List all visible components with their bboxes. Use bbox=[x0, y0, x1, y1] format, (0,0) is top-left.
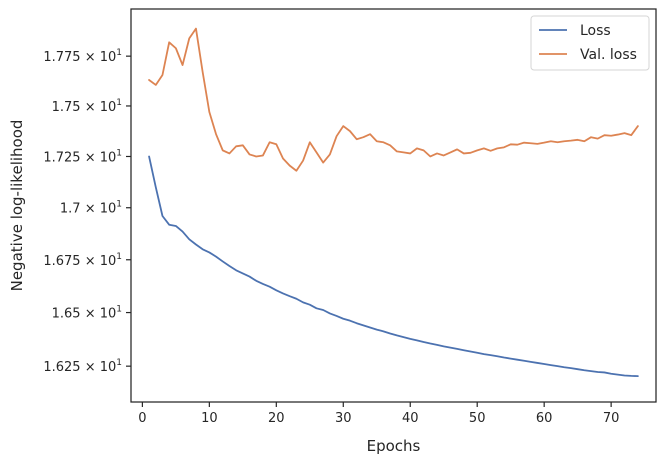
x-axis-ticks: 0 10 20 30 40 50 60 70 bbox=[138, 402, 619, 426]
legend: Loss Val. loss bbox=[530, 15, 650, 71]
y-tick-label: 1.675 × 101 bbox=[43, 252, 122, 269]
x-tick-label: 10 bbox=[201, 411, 218, 426]
x-axis-label: Epochs bbox=[367, 437, 421, 455]
x-tick-label: 50 bbox=[469, 411, 486, 426]
legend-label-val-loss: Val. loss bbox=[580, 47, 637, 63]
y-axis-ticks: 1.625 × 101 1.65 × 101 1.675 × 101 1.7 × 10… bbox=[43, 48, 131, 375]
y-tick-label: 1.725 × 101 bbox=[43, 148, 122, 165]
x-tick-label: 70 bbox=[603, 411, 620, 426]
x-tick-label: 20 bbox=[268, 411, 285, 426]
y-tick-label: 1.75 × 101 bbox=[52, 98, 122, 115]
y-tick-label: 1.625 × 101 bbox=[43, 358, 122, 375]
x-tick-label: 30 bbox=[335, 411, 352, 426]
y-tick-label: 1.775 × 101 bbox=[43, 48, 122, 65]
x-tick-label: 0 bbox=[138, 411, 146, 426]
y-axis-label: Negative log-likelihood bbox=[8, 120, 26, 292]
y-tick-label: 1.7 × 101 bbox=[60, 200, 122, 217]
series-line-val-loss bbox=[148, 27, 639, 172]
x-tick-label: 40 bbox=[402, 411, 419, 426]
y-tick-label: 1.65 × 101 bbox=[52, 305, 122, 322]
series-line-loss bbox=[148, 155, 639, 378]
legend-label-loss: Loss bbox=[580, 23, 611, 39]
series-lines bbox=[148, 27, 639, 378]
plot-frame bbox=[130, 8, 657, 403]
x-tick-label: 60 bbox=[536, 411, 553, 426]
